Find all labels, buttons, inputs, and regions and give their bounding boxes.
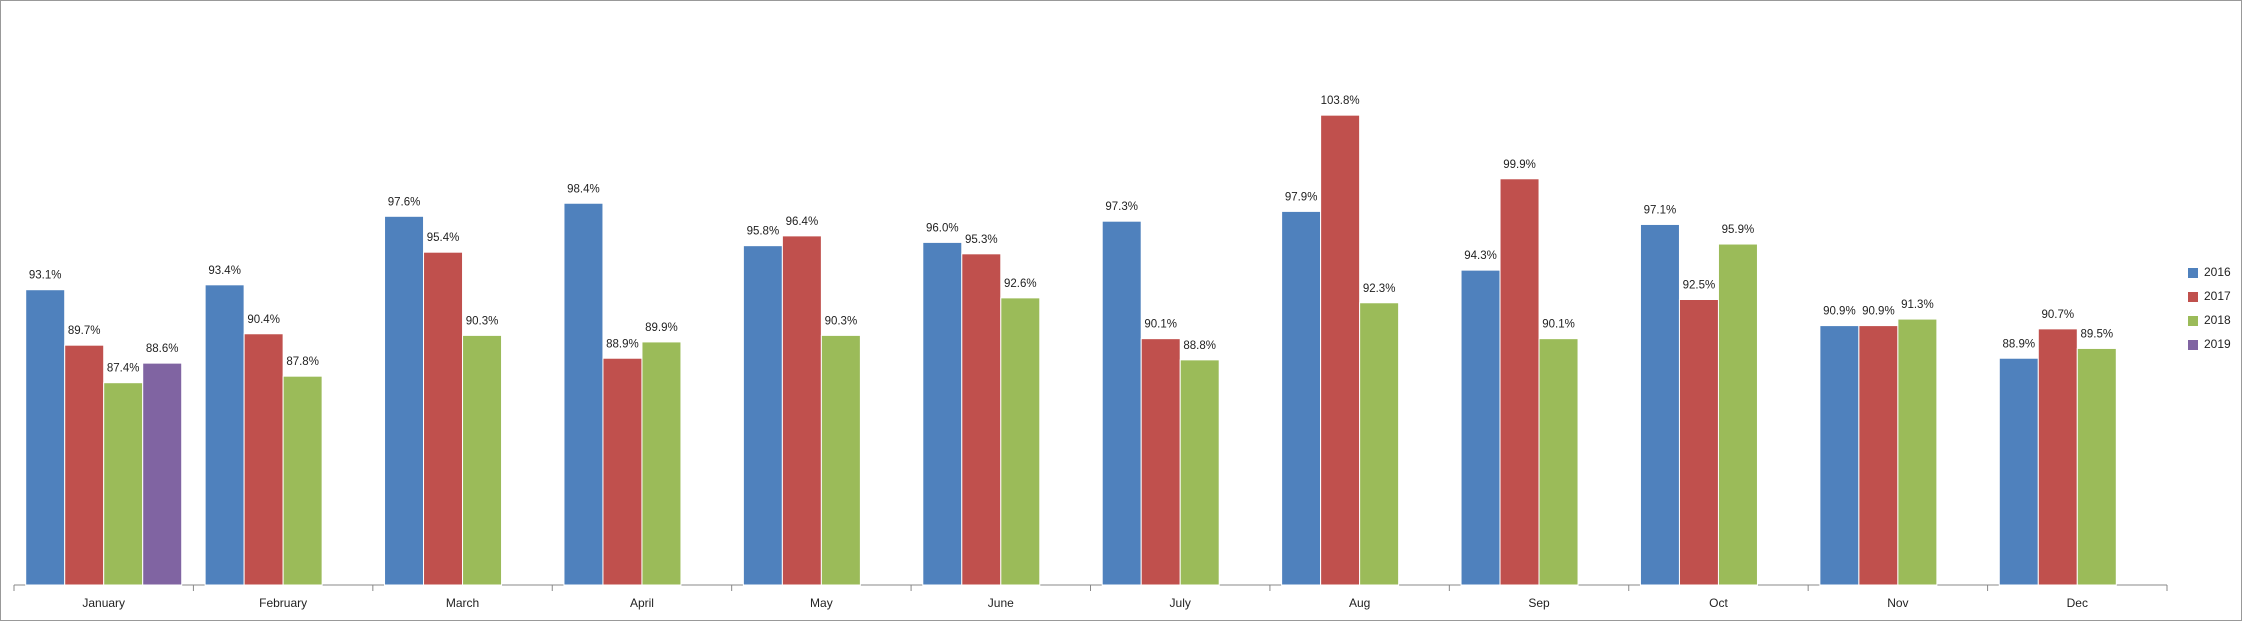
data-label: 88.6% xyxy=(146,343,179,355)
bar xyxy=(1320,114,1361,586)
bar xyxy=(1179,359,1220,586)
x-tick-label: April xyxy=(630,596,654,610)
data-label: 99.9% xyxy=(1503,159,1536,171)
data-label: 92.3% xyxy=(1363,283,1396,295)
x-tick-label: Dec xyxy=(2067,596,2088,610)
data-label: 92.5% xyxy=(1683,280,1716,292)
bar xyxy=(1897,318,1938,586)
x-tick-label: Nov xyxy=(1887,596,1908,610)
data-label: 90.3% xyxy=(466,315,499,327)
bar xyxy=(1819,325,1860,586)
bar xyxy=(961,253,1002,586)
data-label: 98.4% xyxy=(567,183,600,195)
data-label: 90.1% xyxy=(1144,319,1177,331)
legend-label: 2016 xyxy=(2204,265,2231,279)
data-label: 92.6% xyxy=(1004,278,1037,290)
bar xyxy=(641,341,682,586)
data-label: 90.9% xyxy=(1862,306,1895,318)
data-label: 91.3% xyxy=(1901,299,1934,311)
legend-label: 2019 xyxy=(2204,337,2231,351)
data-label: 89.5% xyxy=(2080,328,2113,340)
legend-label: 2017 xyxy=(2204,289,2231,303)
data-label: 93.1% xyxy=(29,270,62,282)
data-label: 88.8% xyxy=(1183,340,1216,352)
data-label: 97.6% xyxy=(388,196,421,208)
bar xyxy=(742,245,783,586)
bar xyxy=(423,251,464,586)
bar xyxy=(1499,178,1540,586)
bar xyxy=(1101,220,1142,586)
bar xyxy=(922,241,963,586)
data-label: 93.4% xyxy=(208,265,241,277)
data-label: 89.7% xyxy=(68,325,101,337)
data-label: 87.4% xyxy=(107,363,140,375)
data-label: 103.8% xyxy=(1321,95,1360,107)
data-label: 88.9% xyxy=(2002,338,2035,350)
bar xyxy=(563,202,604,586)
data-label: 96.0% xyxy=(926,222,959,234)
bar xyxy=(781,235,822,586)
data-label: 96.4% xyxy=(786,216,819,228)
bar xyxy=(1281,210,1322,586)
data-label: 97.9% xyxy=(1285,191,1318,203)
data-label: 90.3% xyxy=(825,315,858,327)
bar xyxy=(64,344,105,586)
bar xyxy=(204,284,245,586)
data-label: 95.9% xyxy=(1722,224,1755,236)
bar xyxy=(1858,325,1899,586)
data-label: 89.9% xyxy=(645,322,678,334)
bar xyxy=(1359,302,1400,586)
x-tick-label: Oct xyxy=(1709,596,1728,610)
data-label: 95.4% xyxy=(427,232,460,244)
bar xyxy=(602,357,643,586)
bar xyxy=(142,362,183,586)
data-label: 88.9% xyxy=(606,338,639,350)
x-tick-label: May xyxy=(810,596,833,610)
data-label: 95.8% xyxy=(747,226,780,238)
legend-swatch xyxy=(2188,340,2198,350)
x-tick-label: Sep xyxy=(1528,596,1550,610)
bar xyxy=(462,334,503,586)
bar xyxy=(282,375,323,586)
x-tick-label: February xyxy=(259,596,307,610)
bar xyxy=(25,289,66,586)
bar xyxy=(1717,243,1758,586)
data-label: 90.4% xyxy=(247,314,280,326)
bar xyxy=(2037,328,2078,586)
legend-swatch xyxy=(2188,292,2198,302)
x-tick-label: June xyxy=(988,596,1014,610)
data-label: 90.7% xyxy=(2041,309,2074,321)
data-label: 95.3% xyxy=(965,234,998,246)
x-tick-label: March xyxy=(446,596,479,610)
bar xyxy=(820,334,861,586)
bar xyxy=(1639,223,1680,586)
bar xyxy=(384,215,425,586)
data-label: 90.9% xyxy=(1823,306,1856,318)
data-label: 90.1% xyxy=(1542,319,1575,331)
legend-swatch xyxy=(2188,268,2198,278)
bar xyxy=(243,333,284,586)
data-label: 94.3% xyxy=(1464,250,1497,262)
bar xyxy=(103,382,144,586)
bar xyxy=(1140,338,1181,586)
bar xyxy=(1538,338,1579,586)
data-label: 97.1% xyxy=(1644,204,1677,216)
bar xyxy=(1678,299,1719,586)
data-label: 97.3% xyxy=(1105,201,1138,213)
x-tick-label: Aug xyxy=(1349,596,1370,610)
x-tick-label: July xyxy=(1170,596,1191,610)
bar xyxy=(1000,297,1041,586)
x-tick-label: January xyxy=(82,596,125,610)
legend-label: 2018 xyxy=(2204,313,2231,327)
bar xyxy=(1998,357,2039,586)
bar xyxy=(1460,269,1501,586)
data-label: 87.8% xyxy=(286,356,319,368)
bar xyxy=(2076,347,2117,586)
legend-swatch xyxy=(2188,316,2198,326)
